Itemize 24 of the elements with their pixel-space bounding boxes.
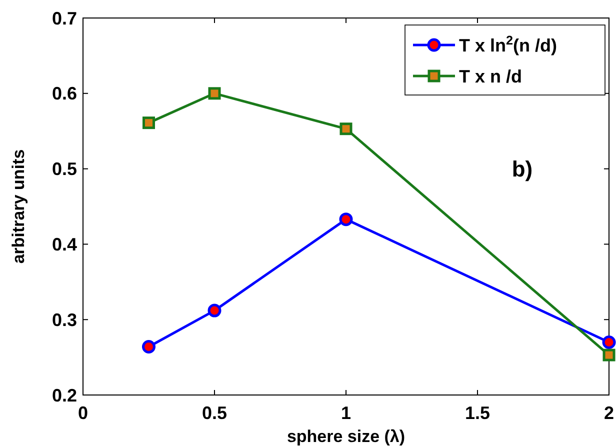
legend-label: T x n /d: [459, 66, 522, 86]
x-tick-label: 1.5: [464, 403, 490, 423]
y-axis-title: arbitrary units: [9, 149, 28, 264]
point: [208, 87, 221, 100]
point: [208, 304, 222, 318]
x-tick-label: 2: [604, 403, 614, 423]
x-tick-label: 0.5: [202, 403, 228, 423]
point: [142, 340, 156, 354]
legend-label: T x ln$^{2}$(n /d): [459, 33, 558, 56]
point: [340, 122, 352, 136]
point: [142, 116, 155, 130]
x-tick-label: 1: [340, 403, 352, 423]
x-axis-title: sphere size (λ): [286, 427, 406, 446]
point: [602, 335, 616, 349]
y-tick-label: 0.6: [52, 84, 77, 104]
point: [602, 348, 616, 362]
point: [339, 212, 353, 226]
y-tick-label: 0.3: [52, 310, 77, 330]
y-tick-label: 0.2: [52, 385, 77, 406]
y-tick-label: 0.7: [52, 8, 77, 28]
x-tick-label: 0: [78, 403, 88, 423]
annotation: b): [512, 156, 533, 182]
y-tick-label: 0.4: [52, 234, 77, 254]
y-tick-label: 0.5: [52, 159, 77, 180]
